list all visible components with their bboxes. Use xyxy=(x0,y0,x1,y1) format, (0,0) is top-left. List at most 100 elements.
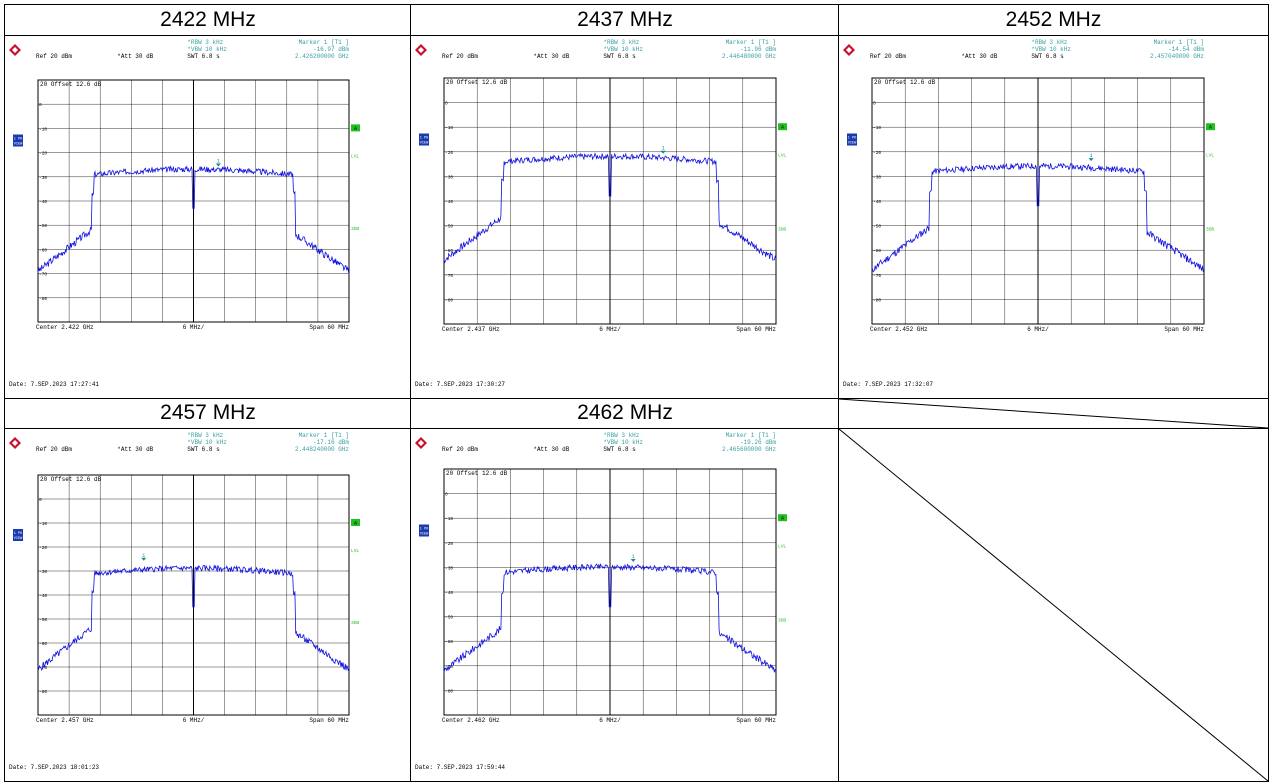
trace-badge xyxy=(13,134,23,147)
header-2437: 2437 MHz xyxy=(577,8,673,31)
y-tick-label: -20 xyxy=(39,545,47,551)
marker-title: Marker 1 [T1 ] xyxy=(299,39,349,46)
marker-level: -19.26 dBm xyxy=(740,439,776,446)
date-label: Date: 7.SEP.2023 17:27:41 xyxy=(9,381,99,388)
side-a-label: A xyxy=(354,126,357,132)
marker-1-icon xyxy=(1088,158,1094,162)
spectrum-plot-2422: *RBW 3 kHz *VBW 10 kHz SWT 6.8 s Ref 20 dBm… xyxy=(5,36,410,398)
y-tick-label: -40 xyxy=(873,199,881,205)
side-3db-label: 3DB xyxy=(1206,227,1214,233)
spectrum-plot-2462: *RBW 3 kHz *VBW 10 kHz SWT 6.8 s Ref 20 dBm… xyxy=(411,429,838,781)
center-label: Center 2.462 GHz xyxy=(442,717,500,724)
span-label: Span 60 MHz xyxy=(1164,326,1204,333)
side-marker-a xyxy=(351,519,360,526)
center-label: Center 2.437 GHz xyxy=(442,326,500,333)
y-tick-label: -80 xyxy=(39,689,47,695)
marker-1-icon xyxy=(141,557,147,561)
trace-badge-1pk: 1 PK xyxy=(848,137,857,141)
spectrum-plot-2457: *RBW 3 kHz *VBW 10 kHz SWT 6.8 s Ref 20 dBm… xyxy=(5,429,410,781)
y-tick-label: -10 xyxy=(445,516,453,522)
marker-1-icon xyxy=(660,150,666,154)
offset-label: 20 Offset 12.6 dB xyxy=(446,470,508,477)
empty-header-diagonal xyxy=(839,399,1268,428)
y-tick-label: 0 xyxy=(873,101,876,107)
marker-level: -11.96 dBm xyxy=(740,46,776,53)
att-label: *Att 30 dB xyxy=(117,446,153,453)
side-lvl-label: LVL xyxy=(351,548,359,554)
y-tick-label: -30 xyxy=(445,565,453,571)
side-marker-a xyxy=(778,514,787,522)
side-lvl-label: LVL xyxy=(351,153,359,159)
offset-label: 20 Offset 12.6 dB xyxy=(874,79,936,86)
marker-number: 1 xyxy=(662,146,665,152)
y-tick-label: -40 xyxy=(39,593,47,599)
span-per-div-label: 6 MHz/ xyxy=(1027,326,1049,333)
att-label: *Att 30 dB xyxy=(533,446,569,453)
trace-badge xyxy=(13,529,23,541)
y-tick-label: -70 xyxy=(39,665,47,671)
header-2457: 2457 MHz xyxy=(160,401,256,424)
span-per-div-label: 6 MHz/ xyxy=(183,324,205,331)
marker-frequency: 2.448240000 GHz xyxy=(295,446,349,453)
date-label: Date: 7.SEP.2023 17:32:07 xyxy=(843,381,933,388)
date-label: Date: 7.SEP.2023 17:59:44 xyxy=(415,764,505,771)
marker-number: 1 xyxy=(142,553,145,559)
y-tick-label: -30 xyxy=(39,569,47,575)
side-a-label: A xyxy=(354,521,357,527)
y-tick-label: -20 xyxy=(39,151,47,157)
header-2422: 2422 MHz xyxy=(160,8,256,31)
marker-level: -16.97 dBm xyxy=(313,46,349,53)
side-marker-a xyxy=(1206,123,1215,131)
trace-badge-view: VIEW xyxy=(14,143,23,147)
side-marker-a xyxy=(351,124,360,132)
y-tick-label: -40 xyxy=(39,199,47,205)
y-tick-label: -20 xyxy=(873,150,881,156)
marker-frequency: 2.465600000 GHz xyxy=(722,446,776,453)
marker-title: Marker 1 [T1 ] xyxy=(1154,39,1204,46)
rbw-label: *RBW 3 kHz xyxy=(1031,39,1067,46)
y-tick-label: -50 xyxy=(39,223,47,229)
swt-label: SWT 6.8 s xyxy=(1031,53,1064,60)
header-2452: 2452 MHz xyxy=(1005,8,1102,31)
vbw-label: *VBW 10 kHz xyxy=(1031,46,1071,53)
marker-level: -14.54 dBm xyxy=(1168,46,1204,53)
offset-label: 20 Offset 12.6 dB xyxy=(40,81,102,88)
trace-badge-view: VIEW xyxy=(420,142,429,146)
trace-badge xyxy=(419,524,429,537)
ref-label: Ref 20 dBm xyxy=(36,53,72,60)
att-label: *Att 30 dB xyxy=(961,53,997,60)
trace-badge-view: VIEW xyxy=(848,142,857,146)
side-lvl-label: LVL xyxy=(1206,153,1214,159)
y-tick-label: 0 xyxy=(39,102,42,108)
y-tick-label: -50 xyxy=(873,224,881,230)
vbw-label: *VBW 10 kHz xyxy=(603,46,643,53)
rs-logo-icon xyxy=(415,44,427,56)
swt-label: SWT 6.8 s xyxy=(603,53,636,60)
span-label: Span 60 MHz xyxy=(309,324,349,331)
marker-level: -17.16 dBm xyxy=(313,439,349,446)
span-label: Span 60 MHz xyxy=(736,326,776,333)
att-label: *Att 30 dB xyxy=(533,53,569,60)
y-tick-label: -30 xyxy=(39,175,47,181)
spectrum-trace xyxy=(871,162,1205,273)
offset-label: 20 Offset 12.6 dB xyxy=(40,476,102,483)
spectrum-plot-2452: *RBW 3 kHz *VBW 10 kHz SWT 6.8 s Ref 20 dBm… xyxy=(839,36,1268,398)
date-label: Date: 7.SEP.2023 17:30:27 xyxy=(415,381,505,388)
marker-title: Marker 1 [T1 ] xyxy=(299,432,349,439)
rbw-label: *RBW 3 kHz xyxy=(603,39,639,46)
y-tick-label: -10 xyxy=(445,125,453,131)
marker-title: Marker 1 [T1 ] xyxy=(726,432,776,439)
trace-badge xyxy=(419,133,429,146)
y-tick-label: -60 xyxy=(39,641,47,647)
y-tick-label: -70 xyxy=(445,273,453,279)
y-tick-label: -70 xyxy=(39,272,47,278)
y-tick-label: -80 xyxy=(873,297,881,303)
vbw-label: *VBW 10 kHz xyxy=(187,439,227,446)
marker-number: 1 xyxy=(1090,153,1093,159)
y-tick-label: -50 xyxy=(445,224,453,230)
side-3db-label: 3DB xyxy=(351,620,359,626)
trace-badge-1pk: 1 PK xyxy=(420,528,429,532)
marker-frequency: 2.446480000 GHz xyxy=(722,53,776,60)
y-tick-label: -40 xyxy=(445,199,453,205)
